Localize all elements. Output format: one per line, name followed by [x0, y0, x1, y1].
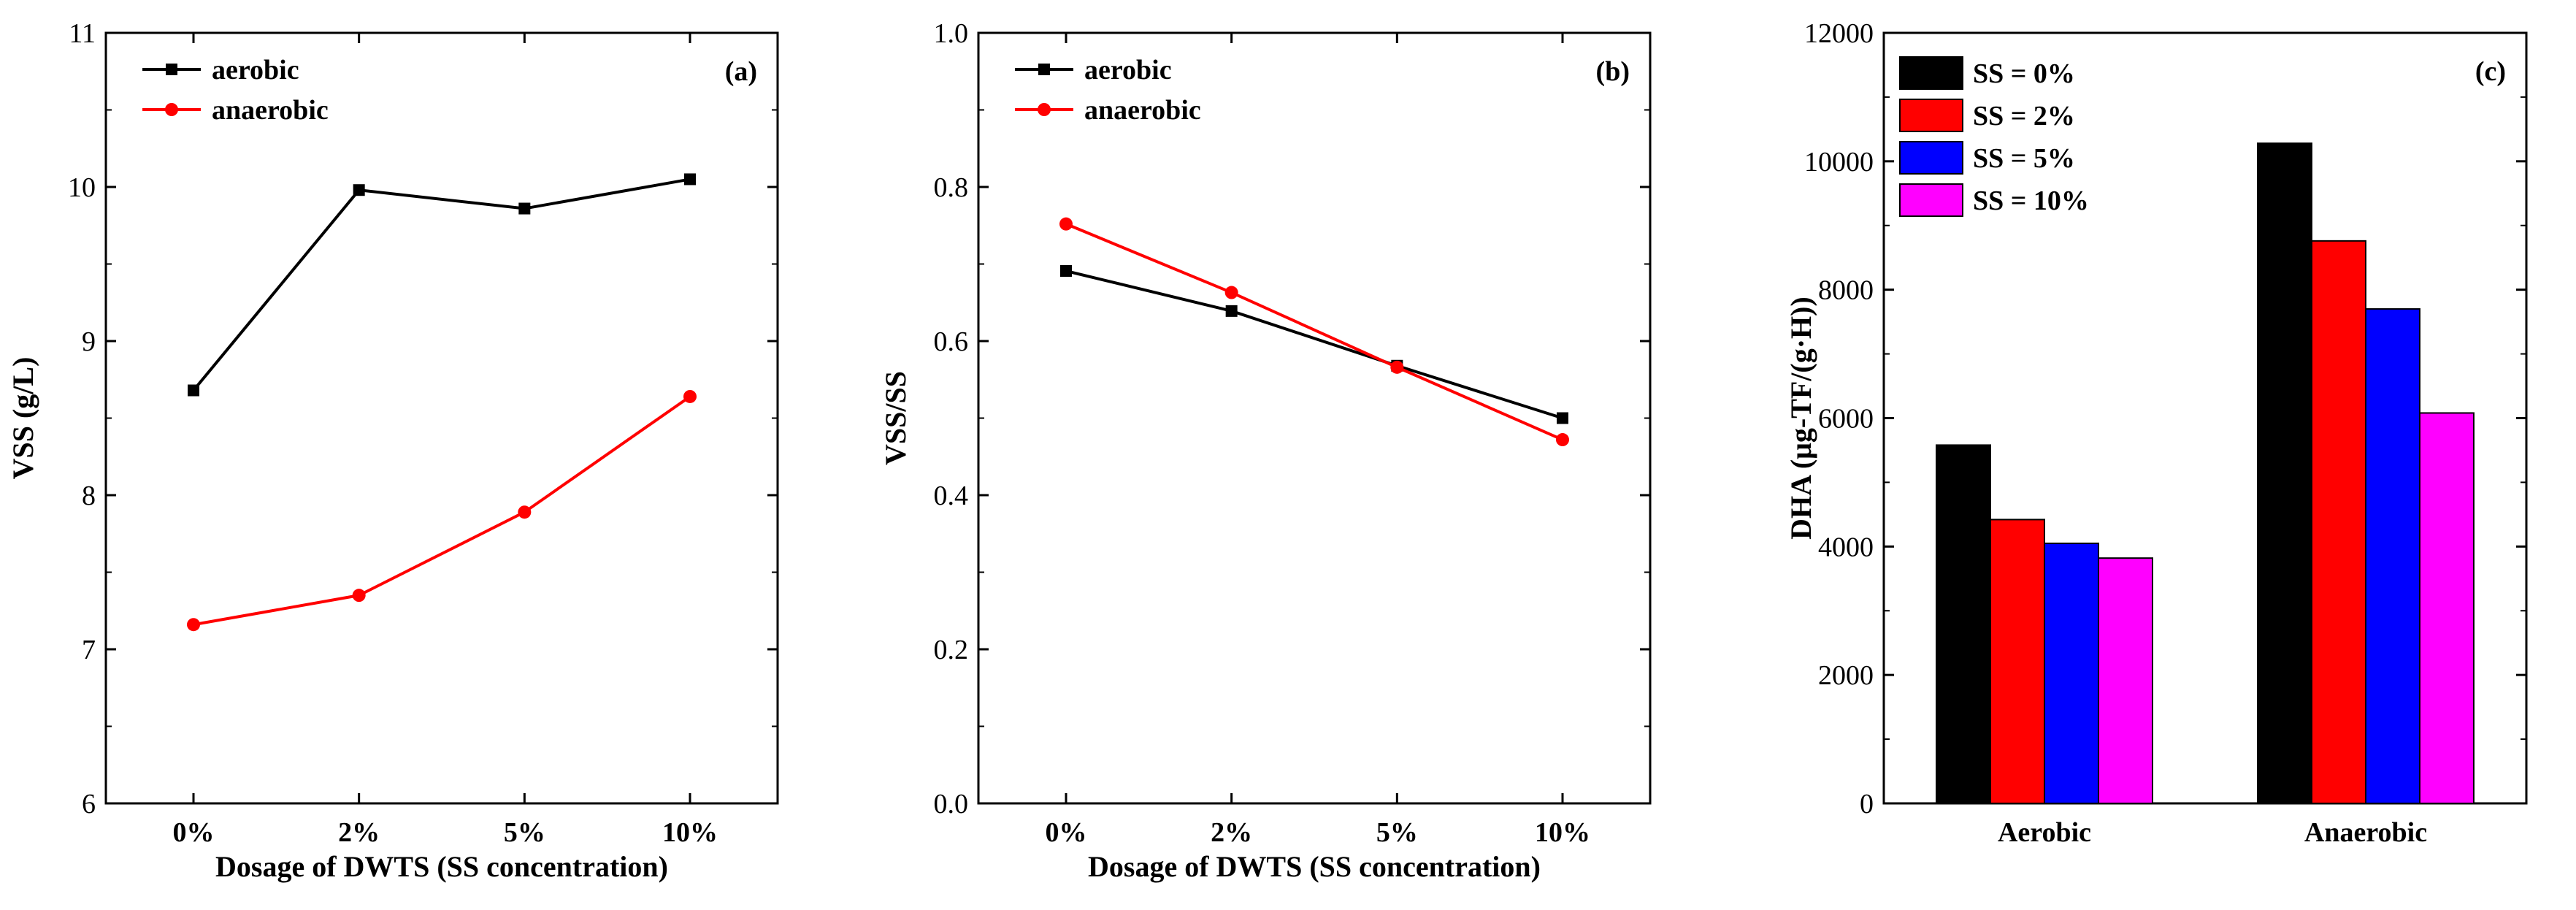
- legend-swatch: [1899, 183, 1963, 217]
- x-tick-label: 0%: [1046, 817, 1087, 848]
- data-point: [187, 618, 200, 632]
- data-point: [1557, 412, 1568, 424]
- plot-frame: [104, 31, 779, 805]
- data-point: [518, 202, 531, 215]
- legend-marker: [165, 103, 178, 116]
- chart-panel-2: 0.0 0.2 0.4 0.6 0.8 1.0 VSS/SS Dosage of DWTS (…: [879, 18, 1652, 883]
- legend-entry: aerobic: [1015, 55, 1172, 85]
- y-tick-label: 0.4: [934, 481, 969, 511]
- y-tick-label: 7: [82, 635, 96, 665]
- data-point: [352, 589, 366, 603]
- series-line: [192, 177, 691, 391]
- x-tick-label: Anaerobic: [2304, 817, 2427, 848]
- data-point: [1059, 217, 1073, 231]
- legend-entry: aerobic: [142, 55, 299, 85]
- legend-entry: SS = 2%: [1899, 99, 2075, 132]
- x-axis-label: Dosage of DWTS (SS concentration): [215, 850, 668, 883]
- y-tick-label: 11: [69, 18, 96, 49]
- legend-swatch: [1899, 141, 1963, 175]
- legend-marker: [1038, 103, 1051, 116]
- x-tick-label: 5%: [1376, 817, 1418, 848]
- panel-label: (b): [1596, 56, 1630, 87]
- y-tick-label: 2000: [1818, 660, 1874, 691]
- x-tick-label: Aerobic: [1998, 817, 2091, 848]
- legend-swatch: [1899, 99, 1963, 132]
- legend-marker: [1038, 64, 1050, 75]
- y-tick-label: 10000: [1804, 147, 1874, 177]
- legend-label: aerobic: [212, 55, 299, 85]
- y-tick-label: 6000: [1818, 404, 1874, 435]
- legend-swatch: [1899, 56, 1963, 90]
- data-point: [683, 389, 697, 403]
- y-tick-label: 4000: [1818, 532, 1874, 562]
- x-tick-label: 2%: [338, 817, 380, 848]
- y-tick-label: 0.6: [934, 326, 969, 357]
- y-tick-label: 10: [68, 172, 96, 203]
- y-tick-label: 6: [82, 789, 96, 819]
- data-point: [518, 505, 532, 519]
- y-axis-label: VSS (g/L): [7, 357, 39, 480]
- legend-label: SS = 2%: [1973, 101, 2075, 131]
- plot-frame: [977, 31, 1652, 805]
- legend-entry: anaerobic: [1015, 95, 1201, 126]
- legend-marker: [166, 64, 177, 75]
- bar-SS-5--aerobic: [2044, 542, 2099, 804]
- legend-label: aerobic: [1084, 55, 1172, 85]
- legend-label: anaerobic: [212, 95, 329, 126]
- y-tick-label: 8: [82, 481, 96, 511]
- legend-entry: SS = 5%: [1899, 141, 2075, 175]
- y-tick-label: 12000: [1804, 18, 1874, 49]
- y-axis-label: VSS/SS: [879, 371, 912, 465]
- data-point: [1390, 360, 1404, 374]
- bar-SS-10--anaerobic: [2419, 412, 2475, 804]
- y-tick-label: 0: [1860, 789, 1874, 819]
- series-line: [1065, 269, 1563, 420]
- data-point: [684, 173, 696, 186]
- bar-SS-5--anaerobic: [2365, 308, 2420, 804]
- y-tick-label: 9: [82, 326, 96, 357]
- x-tick-label: 5%: [504, 817, 545, 848]
- legend-label: anaerobic: [1084, 95, 1201, 126]
- chart-panel-1: 6 7 8 9 10 11 VSS (g/L) Dosage of DWTS (SS conc…: [7, 18, 779, 883]
- legend-label: SS = 0%: [1973, 58, 2075, 89]
- legend-entry: anaerobic: [142, 95, 329, 126]
- panel-label: (c): [2475, 56, 2506, 87]
- y-tick-label: 1.0: [934, 18, 969, 49]
- bar-SS-2--anaerobic: [2311, 240, 2366, 805]
- x-tick-label: 10%: [1535, 817, 1590, 848]
- x-axis-label: Dosage of DWTS (SS concentration): [1088, 850, 1541, 883]
- x-tick-label: 10%: [662, 817, 718, 848]
- bar-SS-2--aerobic: [1990, 519, 2045, 804]
- series-anaerobic: [187, 389, 697, 632]
- data-point: [188, 384, 199, 397]
- x-tick-label: 2%: [1211, 817, 1252, 848]
- bar-SS-0--aerobic: [1936, 444, 1991, 804]
- y-tick-label: 0.8: [934, 172, 969, 203]
- y-tick-label: 0.0: [934, 789, 969, 819]
- y-tick-label: 0.2: [934, 635, 969, 665]
- data-point: [1225, 305, 1238, 317]
- chart-panel-3: 0 2000 4000 6000 8000 10000 12000 DHA (μg-TF/(g…: [1785, 18, 2528, 848]
- series-line: [193, 395, 691, 627]
- bar-SS-0--anaerobic: [2257, 142, 2312, 804]
- y-tick-label: 8000: [1818, 275, 1874, 306]
- data-point: [1224, 286, 1238, 299]
- legend-entry: SS = 0%: [1899, 56, 2075, 90]
- x-tick-label: 0%: [173, 817, 215, 848]
- data-point: [353, 184, 365, 196]
- panel-label: (a): [725, 56, 757, 87]
- series-aerobic: [1060, 264, 1568, 424]
- data-point: [1060, 264, 1072, 277]
- series-line: [1065, 222, 1563, 441]
- bar-SS-10--aerobic: [2098, 557, 2153, 804]
- legend-label: SS = 10%: [1973, 186, 2089, 216]
- series-aerobic: [188, 173, 696, 397]
- series-anaerobic: [1059, 217, 1569, 447]
- data-point: [1556, 433, 1569, 447]
- legend-entry: SS = 10%: [1899, 183, 2089, 217]
- legend-label: SS = 5%: [1973, 143, 2075, 174]
- y-axis-label: DHA (μg-TF/(g·H)): [1785, 297, 1817, 540]
